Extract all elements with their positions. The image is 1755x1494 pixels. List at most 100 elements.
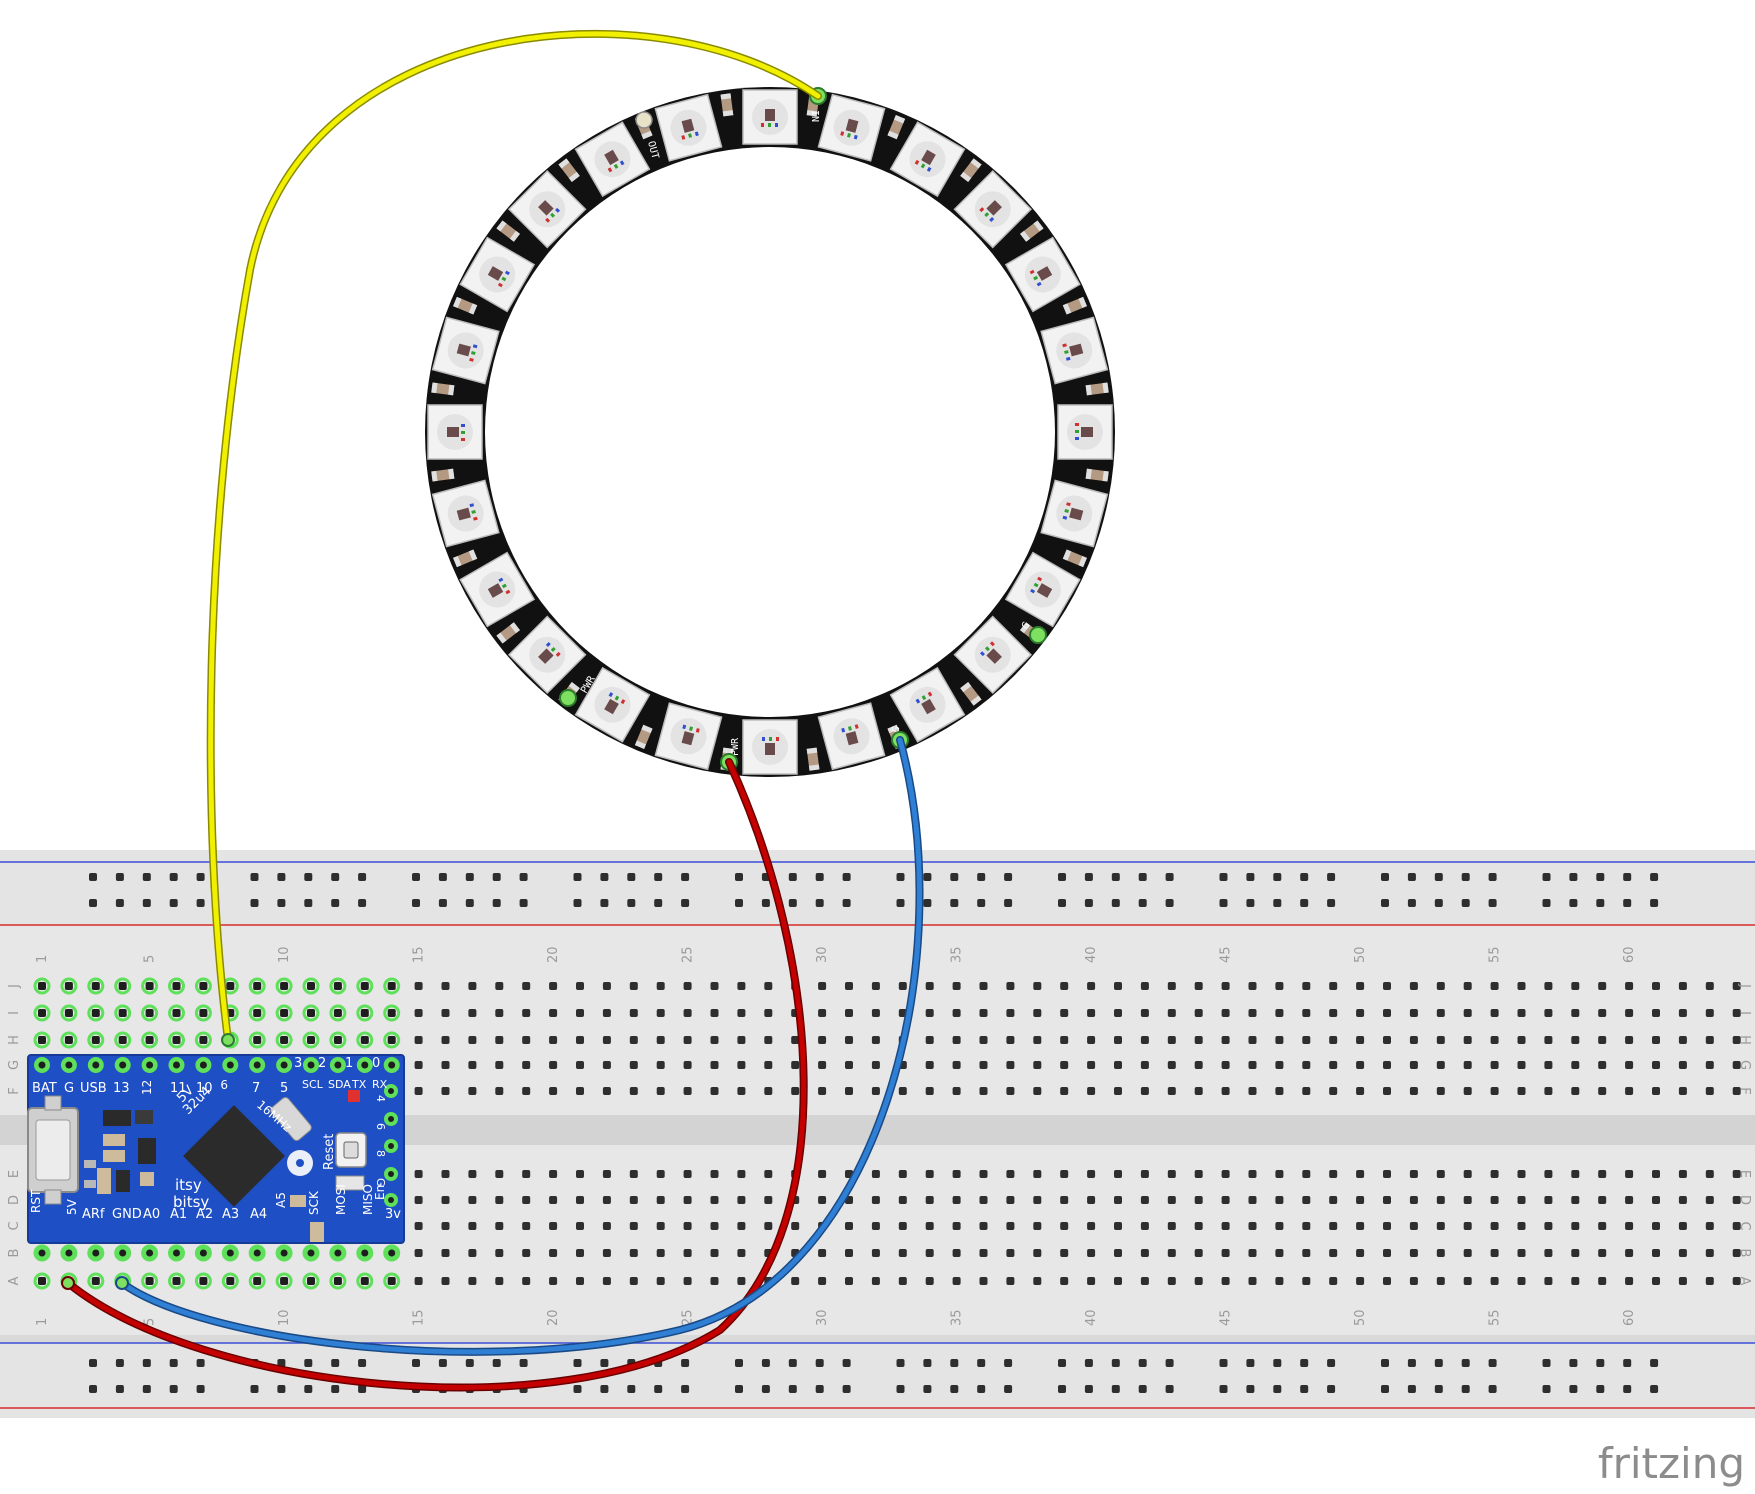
rail-hole[interactable] xyxy=(277,1359,286,1367)
breadboard-hole[interactable] xyxy=(1140,1036,1149,1044)
breadboard-hole[interactable] xyxy=(1248,1036,1257,1044)
breadboard-hole[interactable] xyxy=(1517,1222,1526,1230)
breadboard-hole[interactable] xyxy=(656,1087,665,1095)
rail-hole[interactable] xyxy=(1461,873,1470,881)
breadboard-hole[interactable] xyxy=(1732,1277,1741,1285)
breadboard-hole[interactable] xyxy=(1114,1222,1122,1230)
breadboard-hole[interactable] xyxy=(1463,1009,1472,1017)
breadboard-hole[interactable] xyxy=(1140,1196,1149,1204)
breadboard-hole[interactable] xyxy=(1705,1196,1714,1204)
rail-hole[interactable] xyxy=(1273,1385,1282,1393)
breadboard-hole[interactable] xyxy=(253,1009,262,1017)
rail-hole[interactable] xyxy=(1488,1359,1497,1367)
breadboard-hole[interactable] xyxy=(818,1087,827,1095)
breadboard-hole[interactable] xyxy=(1140,1222,1149,1230)
breadboard-hole[interactable] xyxy=(1463,982,1472,990)
rail-hole[interactable] xyxy=(573,899,582,907)
breadboard-hole[interactable] xyxy=(468,1170,477,1178)
rail-hole[interactable] xyxy=(277,899,286,907)
breadboard-hole[interactable] xyxy=(1571,1061,1580,1069)
rail-hole[interactable] xyxy=(358,1359,367,1367)
rail-hole[interactable] xyxy=(681,1359,690,1367)
breadboard-hole[interactable] xyxy=(1194,1222,1203,1230)
breadboard-hole[interactable] xyxy=(1356,1249,1365,1257)
breadboard-hole[interactable] xyxy=(1517,1009,1526,1017)
breadboard-hole[interactable] xyxy=(818,1196,827,1204)
rail-hole[interactable] xyxy=(1084,873,1093,881)
breadboard-hole[interactable] xyxy=(1705,1170,1714,1178)
breadboard-hole[interactable] xyxy=(1436,1009,1445,1017)
breadboard-hole[interactable] xyxy=(1356,1036,1365,1044)
breadboard-hole[interactable] xyxy=(979,1036,988,1044)
breadboard-hole[interactable] xyxy=(441,1249,450,1257)
breadboard-hole[interactable] xyxy=(1517,1170,1526,1178)
breadboard-hole[interactable] xyxy=(1732,982,1741,990)
breadboard-hole[interactable] xyxy=(253,982,262,990)
breadboard-hole[interactable] xyxy=(1114,1009,1122,1017)
breadboard-hole[interactable] xyxy=(845,1087,853,1095)
rail-hole[interactable] xyxy=(304,873,313,881)
breadboard-hole[interactable] xyxy=(576,1087,584,1095)
breadboard-hole[interactable] xyxy=(1678,1036,1687,1044)
breadboard-hole[interactable] xyxy=(1167,982,1176,990)
breadboard-hole[interactable] xyxy=(602,1196,611,1204)
breadboard-hole[interactable] xyxy=(979,1009,988,1017)
breadboard-hole[interactable] xyxy=(1463,1087,1472,1095)
breadboard-hole[interactable] xyxy=(629,1196,638,1204)
breadboard-hole[interactable] xyxy=(1705,1277,1714,1285)
breadboard-hole[interactable] xyxy=(1194,1036,1203,1044)
breadboard-hole[interactable] xyxy=(1409,1009,1418,1017)
rail-hole[interactable] xyxy=(654,899,663,907)
breadboard-hole[interactable] xyxy=(1329,1036,1338,1044)
breadboard-hole[interactable] xyxy=(522,1196,531,1204)
breadboard-hole[interactable] xyxy=(1517,1036,1526,1044)
breadboard-hole[interactable] xyxy=(441,1087,450,1095)
breadboard-hole[interactable] xyxy=(1302,1277,1311,1285)
breadboard-hole[interactable] xyxy=(172,1036,181,1044)
breadboard-hole[interactable] xyxy=(1248,1196,1257,1204)
breadboard-hole[interactable] xyxy=(1490,1222,1499,1230)
rail-hole[interactable] xyxy=(1058,1359,1066,1367)
breadboard-hole[interactable] xyxy=(979,1249,988,1257)
breadboard-hole[interactable] xyxy=(1652,1061,1660,1069)
breadboard-hole[interactable] xyxy=(1598,1061,1607,1069)
breadboard-hole[interactable] xyxy=(656,982,665,990)
breadboard-hole[interactable] xyxy=(1329,1249,1338,1257)
rail-hole[interactable] xyxy=(169,1359,178,1367)
breadboard-hole[interactable] xyxy=(710,1009,719,1017)
breadboard-hole[interactable] xyxy=(1678,982,1687,990)
rail-hole[interactable] xyxy=(304,1359,313,1367)
rail-hole[interactable] xyxy=(923,873,932,881)
rail-hole[interactable] xyxy=(681,1385,690,1393)
rail-hole[interactable] xyxy=(89,873,97,881)
breadboard-hole[interactable] xyxy=(441,1036,450,1044)
breadboard-hole[interactable] xyxy=(1114,1036,1122,1044)
breadboard-hole[interactable] xyxy=(1248,1249,1257,1257)
rail-hole[interactable] xyxy=(1623,1359,1632,1367)
breadboard-hole[interactable] xyxy=(898,1196,907,1204)
breadboard-hole[interactable] xyxy=(1625,1249,1634,1257)
rail-hole[interactable] xyxy=(1273,873,1282,881)
breadboard-hole[interactable] xyxy=(791,1061,800,1069)
breadboard-hole[interactable] xyxy=(1221,1061,1230,1069)
breadboard-hole[interactable] xyxy=(764,1087,773,1095)
rail-hole[interactable] xyxy=(654,873,663,881)
rail-hole[interactable] xyxy=(1219,899,1228,907)
breadboard-hole[interactable] xyxy=(441,982,450,990)
breadboard-hole[interactable] xyxy=(871,1196,880,1204)
breadboard-hole[interactable] xyxy=(1060,1222,1069,1230)
rail-hole[interactable] xyxy=(977,1359,986,1367)
rail-hole[interactable] xyxy=(1623,899,1632,907)
rail-hole[interactable] xyxy=(1461,1359,1470,1367)
rail-hole[interactable] xyxy=(304,899,313,907)
rail-hole[interactable] xyxy=(115,1385,124,1393)
breadboard-hole[interactable] xyxy=(495,1087,504,1095)
breadboard-hole[interactable] xyxy=(1140,982,1149,990)
breadboard-hole[interactable] xyxy=(1033,1249,1042,1257)
breadboard-hole[interactable] xyxy=(1167,1222,1176,1230)
breadboard-hole[interactable] xyxy=(602,1061,611,1069)
rail-hole[interactable] xyxy=(1434,1385,1443,1393)
breadboard-hole[interactable] xyxy=(387,1009,396,1017)
rail-hole[interactable] xyxy=(1246,899,1255,907)
neopixel-led[interactable] xyxy=(1057,404,1113,460)
